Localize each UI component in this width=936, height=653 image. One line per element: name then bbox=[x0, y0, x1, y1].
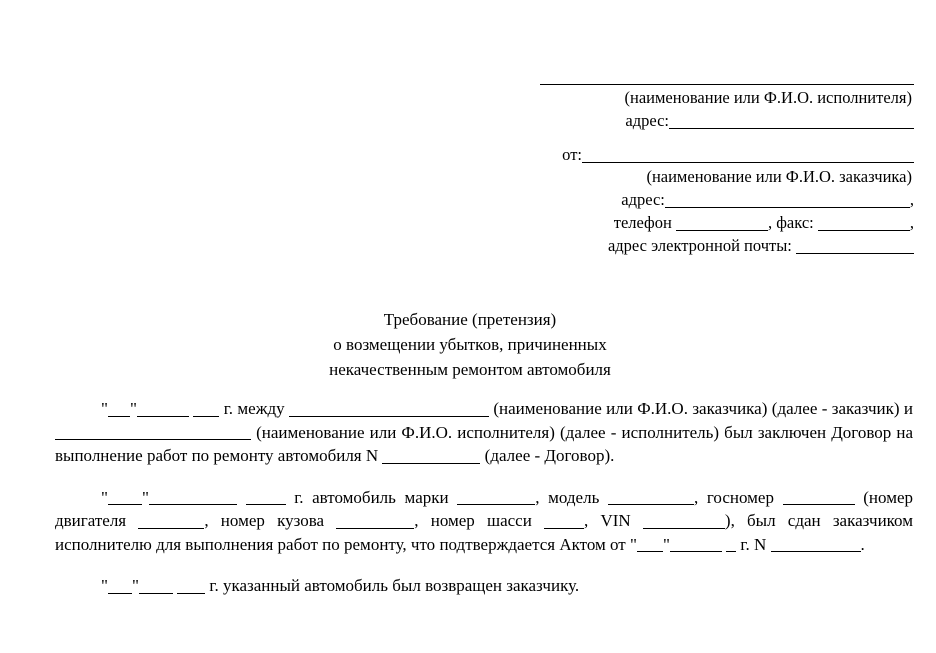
quote-close-4: " bbox=[131, 576, 139, 595]
executor-name-caption: (наименование или Ф.И.О. исполнителя) bbox=[624, 88, 912, 107]
act-day-blank[interactable] bbox=[636, 536, 663, 553]
contract-hereinafter: (далее - Договор). bbox=[484, 446, 615, 465]
vin-blank[interactable] bbox=[642, 512, 725, 529]
customer-name-caption: (наименование или Ф.И.О. заказчика) bbox=[646, 167, 912, 186]
body-number-label: номер кузова bbox=[220, 511, 325, 530]
executor-name-blank-line[interactable] bbox=[540, 84, 914, 85]
contract-number-text: исполнитель) был заключен Договор на вып… bbox=[55, 422, 914, 466]
fax-blank[interactable] bbox=[817, 214, 910, 231]
return-date-group: " " г. bbox=[101, 576, 219, 595]
customer-phone-fax-line: телефон , факс: , bbox=[522, 211, 914, 234]
return-month-blank[interactable] bbox=[138, 577, 173, 594]
addressee-header-block: (наименование или Ф.И.О. исполнителя) ад… bbox=[522, 84, 914, 257]
contract-executor-blank[interactable] bbox=[55, 424, 251, 441]
contract-month-blank[interactable] bbox=[136, 400, 189, 417]
quote-close-3: " bbox=[662, 534, 670, 554]
quote-close-1: " bbox=[129, 399, 137, 418]
act-year-blank[interactable] bbox=[726, 536, 737, 553]
return-text: указанный автомобиль был возвращен заказ… bbox=[222, 576, 580, 595]
engine-comma: , bbox=[204, 511, 209, 530]
contract-date-group: " " г. bbox=[101, 399, 233, 418]
executor-address-label: адрес: bbox=[625, 111, 669, 130]
fax-label: факс: bbox=[776, 213, 814, 232]
car-brand-comma: , bbox=[535, 487, 540, 507]
executor-address-line: адрес: bbox=[522, 109, 914, 132]
paragraph-return: " " г. указанный автомобиль был возвращен… bbox=[55, 574, 913, 598]
body-number-blank[interactable] bbox=[336, 512, 415, 529]
act-month-blank[interactable] bbox=[669, 536, 722, 553]
customer-address-blank[interactable] bbox=[664, 191, 910, 208]
header-spacer-1 bbox=[522, 132, 914, 143]
act-year-suffix: г. N bbox=[740, 534, 767, 554]
return-year-suffix: г. bbox=[209, 576, 219, 595]
handover-month-blank[interactable] bbox=[148, 489, 237, 506]
document-title-line-1: Требование (претензия) bbox=[383, 310, 557, 329]
document-title-block: Требование (претензия) о возмещении убыт… bbox=[55, 307, 885, 382]
quote-open-3: " bbox=[630, 534, 637, 554]
vin-paren-close: ), bbox=[724, 511, 735, 530]
act-number-blank[interactable] bbox=[770, 536, 861, 553]
car-brand-blank[interactable] bbox=[457, 489, 536, 506]
car-brand-label: автомобиль марки bbox=[312, 487, 449, 507]
handover-year-blank[interactable] bbox=[245, 489, 286, 506]
contract-customer-caption: (наименование или Ф.И.О. заказчика) bbox=[493, 399, 768, 418]
act-date-group: " " г. N . bbox=[630, 535, 865, 554]
quote-open-1: " bbox=[101, 399, 108, 418]
contract-year-suffix: г. bbox=[223, 399, 233, 418]
engine-number-blank[interactable] bbox=[138, 512, 205, 529]
quote-open-2: " bbox=[101, 487, 108, 507]
paragraph-vehicle: " " г. автомобиль марки , модель , госном… bbox=[55, 486, 913, 557]
act-text: подтверждается Актом от bbox=[439, 534, 626, 554]
chassis-number-blank[interactable] bbox=[544, 512, 585, 529]
customer-address-comma: , bbox=[909, 190, 914, 209]
contract-between-label: между bbox=[237, 399, 285, 418]
from-label: от: bbox=[562, 145, 582, 164]
quote-close-2: " bbox=[141, 487, 149, 507]
customer-address-line: адрес:, bbox=[522, 188, 914, 211]
engine-number-label: (номер двигателя bbox=[55, 487, 914, 531]
customer-address-label: адрес: bbox=[621, 190, 665, 209]
from-line: от: bbox=[522, 143, 914, 166]
contract-customer-blank[interactable] bbox=[288, 400, 489, 417]
vin-label: VIN bbox=[600, 511, 631, 530]
executor-address-blank[interactable] bbox=[669, 112, 914, 129]
return-year-blank[interactable] bbox=[177, 577, 206, 594]
car-plate-blank[interactable] bbox=[782, 489, 855, 506]
quote-open-4: " bbox=[101, 576, 108, 595]
contract-day-blank[interactable] bbox=[107, 400, 130, 417]
car-plate-label: госномер bbox=[706, 487, 774, 507]
return-day-blank[interactable] bbox=[107, 577, 132, 594]
phone-blank[interactable] bbox=[675, 214, 768, 231]
contract-year-blank[interactable] bbox=[193, 400, 220, 417]
car-model-label: модель bbox=[548, 487, 600, 507]
handover-day-blank[interactable] bbox=[107, 489, 142, 506]
contract-hereinafter-customer: (далее - заказчик) и bbox=[771, 399, 914, 418]
handover-text: был сдан заказчиком исполнителю для выпо… bbox=[55, 511, 913, 554]
customer-email-line: адрес электронной почты: bbox=[522, 234, 914, 257]
body-comma: , bbox=[414, 511, 419, 530]
document-title-line-3: некачественным ремонтом автомобиля bbox=[329, 360, 611, 379]
email-label: адрес электронной почты: bbox=[607, 236, 792, 255]
paragraph-contract: " " г. между (наименование или Ф.И.О. зак… bbox=[55, 397, 913, 468]
car-model-blank[interactable] bbox=[607, 489, 694, 506]
handover-year-suffix: г. bbox=[294, 487, 304, 507]
car-model-comma: , bbox=[693, 487, 699, 507]
handover-date-group: " " г. bbox=[101, 488, 304, 507]
contract-executor-caption: (наименование или Ф.И.О. исполнителя) (д… bbox=[256, 422, 617, 442]
document-title-line-2: о возмещении убытков, причиненных bbox=[333, 335, 607, 354]
document-body: " " г. между (наименование или Ф.И.О. зак… bbox=[55, 397, 913, 598]
fax-comma: , bbox=[909, 213, 914, 232]
act-period: . bbox=[860, 534, 865, 554]
phone-comma: , bbox=[767, 213, 773, 232]
phone-label: телефон bbox=[613, 213, 672, 232]
email-blank[interactable] bbox=[796, 237, 914, 254]
chassis-comma: , bbox=[584, 511, 589, 530]
contract-number-blank[interactable] bbox=[382, 447, 481, 464]
customer-name-blank[interactable] bbox=[582, 146, 914, 163]
chassis-number-label: номер шасси bbox=[430, 511, 532, 530]
